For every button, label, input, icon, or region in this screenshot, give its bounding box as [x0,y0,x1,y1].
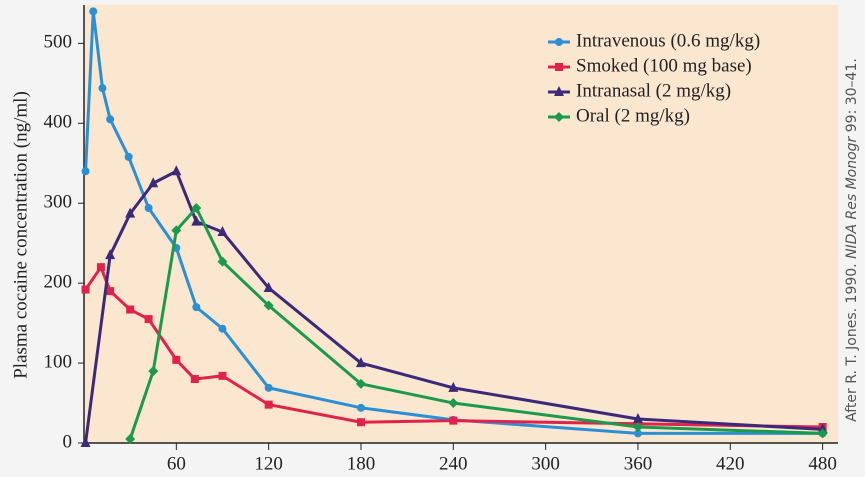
data-point [98,84,107,93]
data-point [89,7,98,16]
x-tick-label: 480 [808,453,837,474]
data-point [124,152,133,161]
x-tick-label: 420 [716,453,745,474]
legend-marker [555,38,563,46]
legend-marker [554,86,564,96]
y-axis-label: Plasma cocaine concentration (ng/ml) [10,91,31,379]
data-point [125,434,136,445]
data-point [356,403,365,412]
data-point [106,115,115,124]
data-point [126,305,135,314]
credit: After R. T. Jones. 1990. NIDA Res Monogr… [844,58,860,422]
credit-text: After R. T. Jones. 1990. [844,259,860,422]
data-point [144,204,153,213]
legend-marker [554,112,564,122]
data-point [171,225,182,236]
data-point [190,375,199,384]
data-point [632,422,643,433]
legend-label: Intravenous (0.6 mg/kg) [576,30,760,51]
data-point [191,215,202,226]
series-line [128,205,823,440]
y-tick-label: 300 [44,192,73,213]
legend-marker [555,63,563,71]
data-point [817,428,828,439]
data-point [264,400,273,409]
data-point [632,413,643,424]
data-point [80,437,91,447]
y-tick-label: 200 [44,272,73,293]
credit-text: 99: 30–41. [844,58,860,137]
x-tick-label: 360 [624,453,653,474]
data-point [218,371,227,380]
data-point [96,263,105,272]
y-tick-label: 0 [63,431,73,452]
data-point [633,429,642,438]
y-tick-label: 100 [44,351,73,372]
credit-journal: NIDA Res Monogr [844,135,860,258]
data-point [355,357,366,368]
series-line [84,11,823,435]
data-point [148,177,159,188]
data-point [81,167,90,176]
data-point [106,287,115,296]
series-line [84,169,823,444]
y-tick-label: 400 [44,112,73,133]
legend-label: Intranasal (2 mg/kg) [576,80,731,101]
x-tick-label: 60 [167,453,186,474]
data-point [218,324,227,333]
data-point [217,256,228,267]
data-point [264,383,273,392]
data-point [263,281,274,292]
data-point [148,366,159,377]
data-point [217,225,228,236]
data-point [105,249,116,260]
y-tick-label: 500 [44,32,73,53]
data-point [191,203,202,214]
data-point [81,285,90,294]
data-point [125,207,136,218]
data-point [263,300,274,311]
legend-label: Smoked (100 mg base) [576,55,752,76]
legend-label: Oral (2 mg/kg) [576,105,690,126]
data-point [448,398,459,409]
data-point [171,165,182,176]
data-point [172,355,181,364]
data-point [355,378,366,389]
data-point [449,416,458,425]
x-tick-label: 300 [531,453,560,474]
data-point [356,418,365,427]
data-point [448,381,459,392]
data-point [192,303,201,312]
plot-area [84,5,838,443]
x-tick-label: 180 [347,453,376,474]
x-tick-label: 240 [439,453,468,474]
data-point [144,315,153,324]
x-tick-label: 120 [254,453,283,474]
